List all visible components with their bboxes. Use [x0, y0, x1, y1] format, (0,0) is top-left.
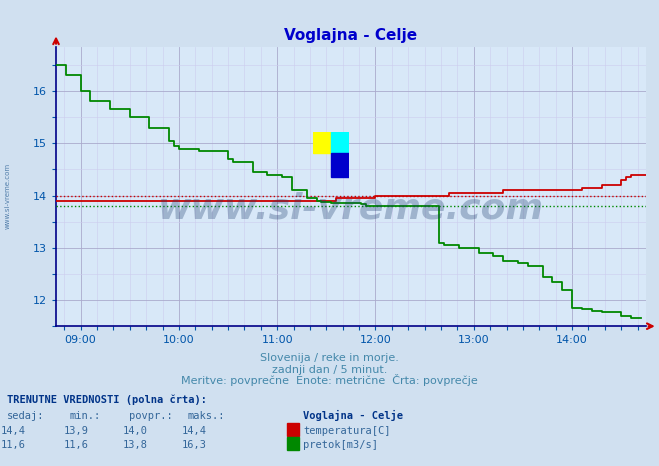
- Text: zadnji dan / 5 minut.: zadnji dan / 5 minut.: [272, 365, 387, 375]
- Title: Voglajna - Celje: Voglajna - Celje: [284, 27, 418, 43]
- Text: sedaj:: sedaj:: [7, 411, 44, 421]
- Text: 11,6: 11,6: [63, 440, 88, 450]
- Text: 16,3: 16,3: [182, 440, 207, 450]
- Text: temperatura[C]: temperatura[C]: [303, 426, 391, 436]
- Text: Meritve: povprečne  Enote: metrične  Črta: povprečje: Meritve: povprečne Enote: metrične Črta:…: [181, 375, 478, 386]
- Text: pretok[m3/s]: pretok[m3/s]: [303, 440, 378, 450]
- Text: TRENUTNE VREDNOSTI (polna črta):: TRENUTNE VREDNOSTI (polna črta):: [7, 395, 206, 405]
- Bar: [313, 132, 331, 152]
- Bar: [331, 152, 349, 177]
- Bar: [331, 132, 349, 152]
- Text: maks.:: maks.:: [188, 411, 225, 421]
- Text: www.si-vreme.com: www.si-vreme.com: [5, 163, 11, 229]
- Text: Slovenija / reke in morje.: Slovenija / reke in morje.: [260, 353, 399, 363]
- Text: povpr.:: povpr.:: [129, 411, 172, 421]
- Text: www.si-vreme.com: www.si-vreme.com: [158, 192, 544, 226]
- Text: 13,9: 13,9: [63, 426, 88, 436]
- Text: min.:: min.:: [69, 411, 100, 421]
- Text: Voglajna - Celje: Voglajna - Celje: [303, 411, 403, 421]
- Text: 14,0: 14,0: [123, 426, 148, 436]
- Text: 14,4: 14,4: [1, 426, 26, 436]
- Text: 11,6: 11,6: [1, 440, 26, 450]
- Text: 13,8: 13,8: [123, 440, 148, 450]
- Text: 14,4: 14,4: [182, 426, 207, 436]
